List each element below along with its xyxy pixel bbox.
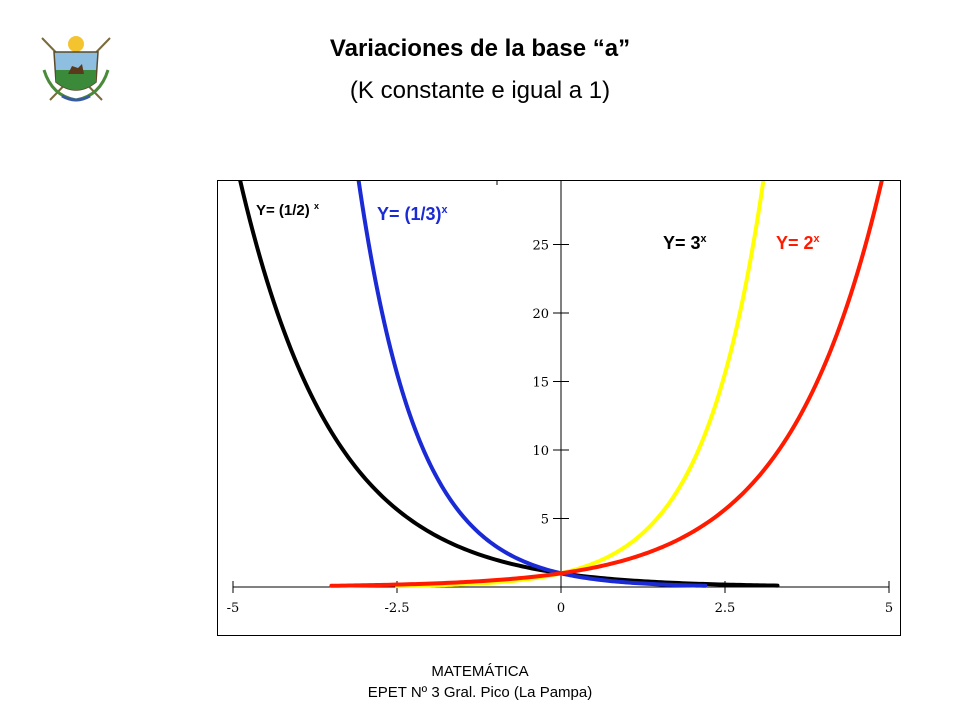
page-subtitle: (K constante e igual a 1) bbox=[349, 77, 611, 104]
footer-school: EPET Nº 3 Gral. Pico (La Pampa) bbox=[367, 684, 593, 701]
x-tick-label: 2.5 bbox=[715, 601, 736, 616]
series-line-3 bbox=[329, 181, 884, 588]
y-tick-label: 20 bbox=[532, 307, 549, 322]
x-tick-label: 0 bbox=[557, 601, 565, 616]
legend-label-half: Y= (1/2) x bbox=[256, 201, 319, 220]
y-tick-label: 10 bbox=[532, 444, 549, 459]
series-line-1 bbox=[356, 181, 708, 588]
page-title: Variaciones de la base “a” bbox=[329, 35, 631, 62]
y-tick-label: 25 bbox=[532, 239, 549, 254]
legend-label-third: Y= (1/3)x bbox=[377, 204, 448, 224]
y-tick-label: 5 bbox=[541, 513, 549, 528]
plot-frame bbox=[217, 180, 901, 636]
footer-subject: MATEMÁTICA bbox=[431, 663, 529, 680]
legend-label-three: Y= 3x bbox=[663, 233, 707, 253]
y-tick-label: 15 bbox=[532, 376, 549, 391]
x-tick-label: -5 bbox=[227, 601, 240, 616]
x-tick-label: 5 bbox=[885, 601, 893, 616]
x-tick-label: -2.5 bbox=[384, 601, 409, 616]
province-seal-icon bbox=[41, 36, 111, 102]
series-line-2 bbox=[395, 181, 766, 589]
legend-label-two: Y= 2x bbox=[776, 233, 820, 253]
